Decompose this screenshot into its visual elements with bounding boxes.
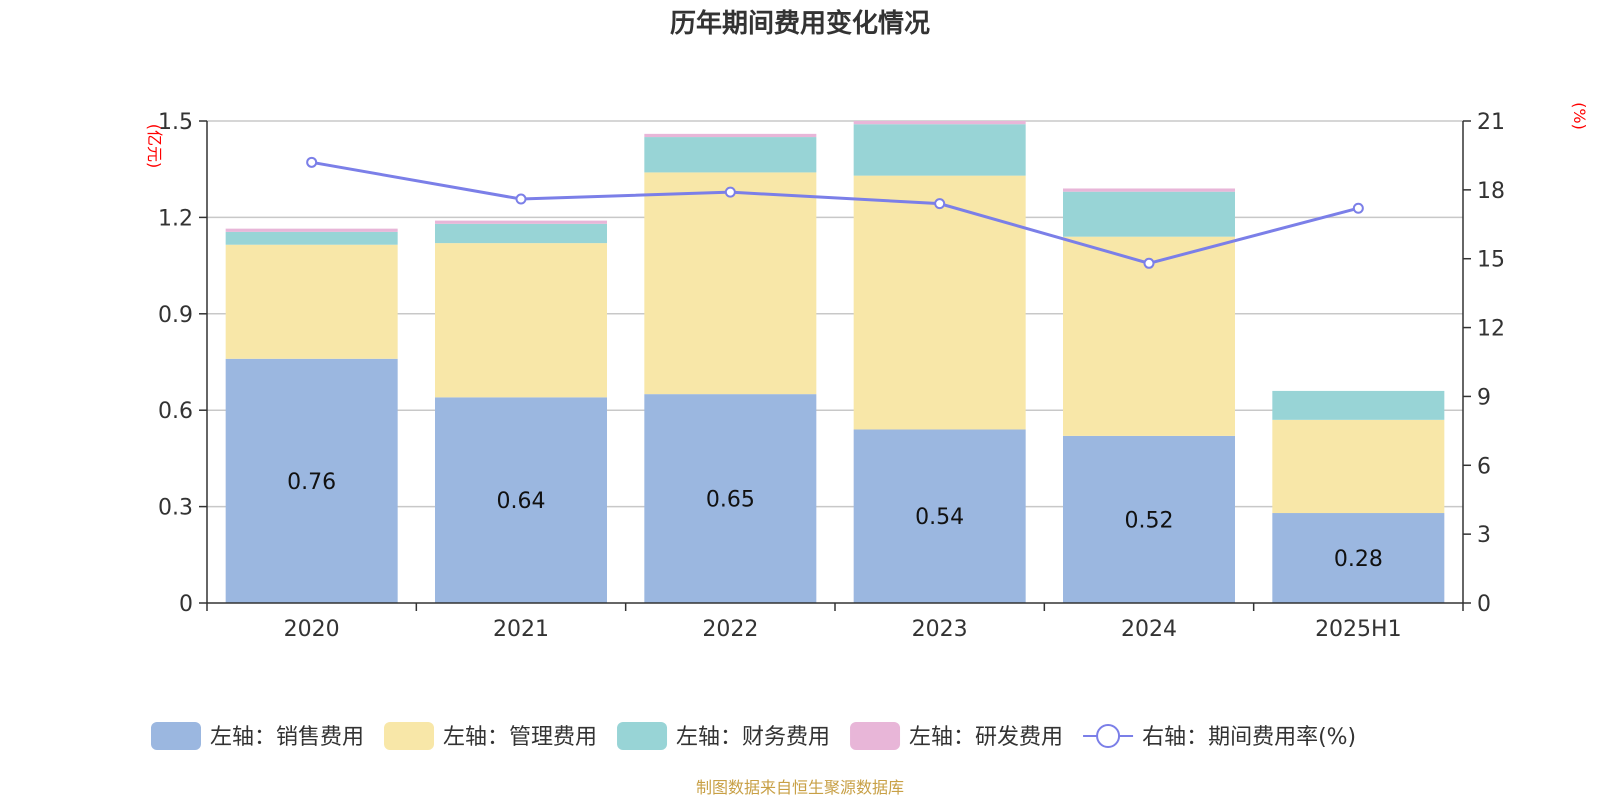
rate-point	[306, 156, 318, 168]
right-axis-tick-label: 18	[1477, 179, 1505, 204]
right-axis-tick-label: 15	[1477, 248, 1505, 273]
bar-segment	[225, 231, 398, 245]
data-labels: 0.76 0.64 0.65 0.54 0.52 0.28	[287, 470, 1383, 572]
left-axis-tick-label: 1.2	[158, 206, 193, 231]
legend-label: 左轴：管理费用	[443, 725, 597, 750]
rate-point	[934, 198, 946, 210]
legend-label: 右轴：期间费用率(%)	[1142, 725, 1356, 750]
legend-label: 左轴：研发费用	[909, 725, 1063, 750]
grid-lines	[207, 120, 1463, 508]
legend-label: 左轴：销售费用	[210, 725, 364, 750]
bar-segment	[644, 133, 817, 138]
bar-segment	[853, 121, 1026, 125]
legend-swatch	[151, 722, 201, 750]
right-axis-tick-label: 9	[1477, 385, 1491, 410]
legend-swatch	[617, 722, 668, 750]
left-axis-unit: (亿元)	[145, 124, 164, 169]
legend-swatch	[384, 722, 435, 750]
legend-marker	[1096, 724, 1121, 748]
bar-segment	[435, 397, 607, 603]
right-axis-unit: (%)	[1570, 102, 1589, 130]
bar-value-label: 0.76	[287, 470, 336, 495]
rate-point	[515, 193, 527, 205]
right-axis-tick-label: 12	[1477, 317, 1505, 342]
legend-swatch	[850, 722, 901, 750]
bar-segment	[1272, 419, 1445, 514]
x-axis-tick-label: 2022	[702, 617, 758, 642]
bar-value-label: 0.52	[1125, 508, 1174, 533]
legend: 左轴：销售费用 左轴：管理费用 左轴：财务费用 左轴：研发费用 右轴：期间费用率(%)	[151, 722, 1356, 750]
bar-segment	[1063, 191, 1235, 237]
bar-segment	[435, 243, 607, 398]
bar-segment	[853, 175, 1026, 430]
bar-value-label: 0.65	[706, 488, 755, 513]
rate-point	[724, 186, 736, 198]
left-axis-tick-label: 0.3	[158, 496, 193, 521]
bar-segment	[435, 223, 607, 244]
bar-segment	[1272, 513, 1445, 603]
bar-segment	[1063, 435, 1235, 603]
bar-segment	[853, 429, 1026, 603]
bar-segment	[1272, 390, 1445, 420]
rate-point	[1352, 202, 1364, 214]
bar-segment	[225, 228, 398, 232]
rate-line	[306, 156, 1364, 269]
rate-line-path	[311, 160, 1359, 265]
data-source-note: 制图数据来自恒生聚源数据库	[696, 778, 904, 797]
left-axis-tick-label: 0.9	[158, 303, 193, 328]
left-axis-tick-label: 0	[179, 592, 193, 617]
legend-label: 左轴：财务费用	[676, 725, 830, 750]
bar-segment	[644, 394, 817, 603]
left-axis-tick-label: 0.6	[158, 399, 193, 424]
rate-point	[1143, 257, 1155, 269]
axes: 0 0.3 0.6 0.9 1.2 1.5 0 3 6 9 12 15 18 21 2020 2021 2022…	[158, 110, 1505, 642]
bar-segment	[1063, 236, 1235, 436]
bar-segment	[853, 124, 1026, 176]
x-axis-tick-label: 2024	[1121, 617, 1177, 642]
bar-segment	[644, 137, 817, 173]
bar-segment	[225, 244, 398, 359]
x-axis-tick-label: 2021	[493, 617, 549, 642]
right-axis-tick-label: 21	[1477, 110, 1505, 135]
right-axis-tick-label: 6	[1477, 454, 1491, 479]
chart-title: 历年期间费用变化情况	[670, 8, 930, 39]
left-axis-tick-label: 1.5	[158, 110, 193, 135]
bar-stacks	[225, 121, 1445, 603]
bar-value-label: 0.28	[1334, 547, 1383, 572]
right-axis-tick-label: 3	[1477, 523, 1491, 548]
bar-segment	[225, 358, 398, 603]
x-axis-tick-label: 2025H1	[1315, 617, 1402, 642]
bar-value-label: 0.54	[915, 505, 964, 530]
bar-segment	[1063, 188, 1235, 192]
bar-segment	[644, 172, 817, 395]
x-axis-tick-label: 2020	[284, 617, 340, 642]
bar-segment	[435, 220, 607, 224]
x-axis-tick-label: 2023	[912, 617, 968, 642]
right-axis-tick-label: 0	[1477, 592, 1491, 617]
bar-value-label: 0.64	[497, 489, 546, 514]
